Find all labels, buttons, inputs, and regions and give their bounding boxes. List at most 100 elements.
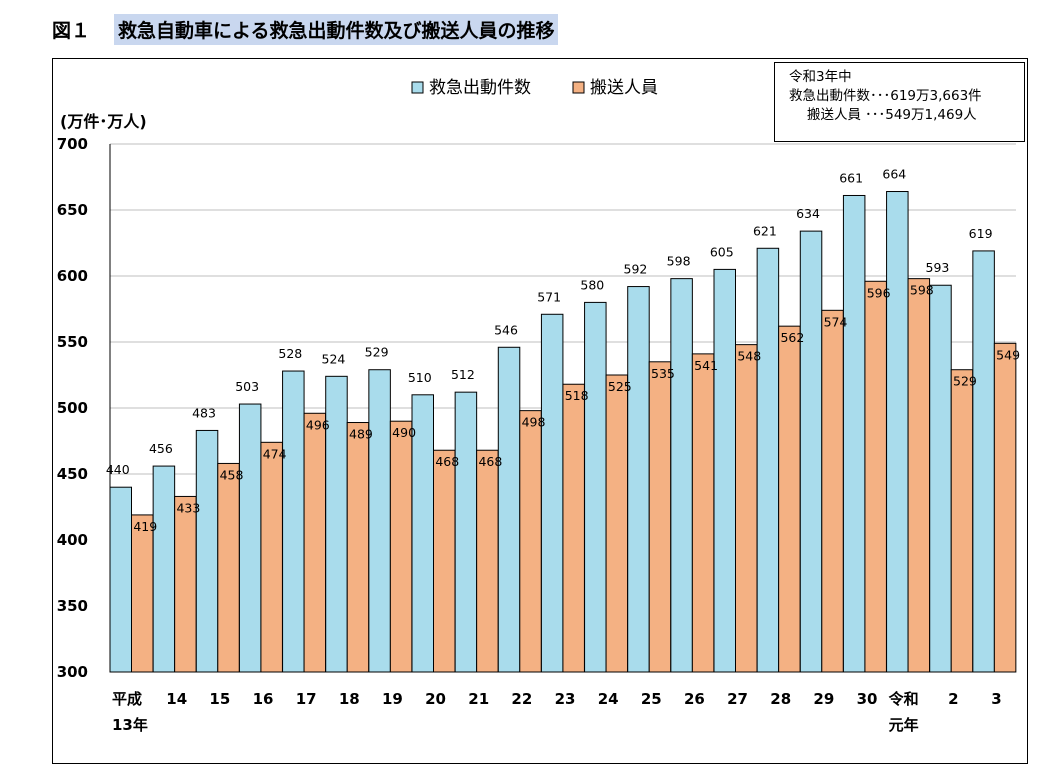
bar-transported bbox=[131, 514, 154, 673]
x-tick-label: 平成 bbox=[112, 690, 142, 708]
y-tick-label: 650 bbox=[57, 201, 88, 219]
bar-dispatches bbox=[972, 250, 995, 673]
y-tick-label: 450 bbox=[57, 465, 88, 483]
legend-label-transported: 搬送人員 bbox=[590, 78, 658, 98]
bars bbox=[109, 191, 1017, 673]
bar-dispatches bbox=[540, 313, 564, 673]
figure-title: 救急自動車による救急出動件数及び搬送人員の推移 bbox=[114, 13, 559, 45]
bar-transported bbox=[778, 325, 801, 673]
bar-transported bbox=[691, 353, 715, 673]
label-dispatches: 661 bbox=[839, 170, 863, 185]
bar-dispatches bbox=[152, 465, 176, 673]
summary-note: 令和3年中 救急出動件数･･･619万3,663件 搬送人員 ･･･549万1,4… bbox=[774, 62, 1025, 142]
x-tick-label: 3 bbox=[991, 690, 1001, 708]
x-tick-label: 令和 bbox=[889, 690, 919, 708]
note-row-2-value: ･･･549万1,469人 bbox=[865, 107, 977, 123]
note-row-2-label: 搬送人員 bbox=[807, 107, 861, 123]
bar-dispatches bbox=[238, 403, 262, 673]
bar-dispatches bbox=[109, 486, 132, 673]
legend-swatch-dispatches bbox=[411, 81, 424, 94]
bar-dispatches bbox=[842, 194, 866, 673]
bar-transported bbox=[907, 278, 931, 673]
legend: 救急出動件数 搬送人員 bbox=[411, 78, 658, 98]
label-dispatches: 571 bbox=[537, 289, 561, 304]
label-transported: 496 bbox=[306, 417, 330, 432]
bar-transported bbox=[950, 369, 974, 673]
label-transported: 419 bbox=[133, 519, 157, 534]
label-transported: 596 bbox=[867, 285, 891, 300]
y-tick-label: 700 bbox=[57, 135, 88, 153]
label-transported: 529 bbox=[953, 374, 977, 389]
bar-transported bbox=[648, 361, 672, 673]
x-tick-label: 15 bbox=[209, 690, 230, 708]
chart-frame bbox=[52, 58, 1028, 764]
label-transported: 535 bbox=[651, 366, 675, 381]
legend-swatch-transported bbox=[572, 81, 585, 94]
bar-dispatches bbox=[368, 369, 391, 673]
bar-dispatches bbox=[282, 370, 305, 673]
bar-dispatches bbox=[713, 268, 736, 673]
x-tick-label: 30 bbox=[857, 690, 878, 708]
label-dispatches: 580 bbox=[580, 277, 604, 292]
bar-transported bbox=[993, 342, 1017, 673]
label-transported: 574 bbox=[824, 314, 848, 329]
bar-transported bbox=[174, 495, 197, 673]
bar-transported bbox=[260, 441, 283, 673]
x-tick-label: 25 bbox=[641, 690, 662, 708]
label-transported: 549 bbox=[996, 347, 1020, 362]
x-tick-label: 16 bbox=[253, 690, 274, 708]
bar-dispatches bbox=[670, 278, 693, 673]
label-dispatches: 524 bbox=[322, 351, 346, 366]
bar-dispatches bbox=[756, 247, 780, 673]
label-transported: 548 bbox=[737, 349, 761, 364]
label-dispatches: 510 bbox=[408, 370, 432, 385]
label-transported: 490 bbox=[392, 425, 416, 440]
bar-transported bbox=[346, 422, 370, 673]
bar-dispatches bbox=[929, 284, 952, 673]
x-tick-label: 29 bbox=[813, 690, 834, 708]
label-dispatches: 529 bbox=[365, 345, 389, 360]
bar-transported bbox=[605, 374, 629, 673]
label-transported: 468 bbox=[478, 454, 502, 469]
bar-transported bbox=[735, 344, 758, 673]
x-tick-label: 22 bbox=[511, 690, 532, 708]
label-dispatches: 664 bbox=[882, 167, 906, 182]
bar-dispatches bbox=[627, 286, 650, 673]
label-dispatches: 621 bbox=[753, 223, 777, 238]
x-tick-label: 19 bbox=[382, 690, 403, 708]
label-transported: 598 bbox=[910, 283, 934, 298]
label-dispatches: 546 bbox=[494, 322, 518, 337]
figure-header: 図１ 救急自動車による救急出動件数及び搬送人員の推移 bbox=[52, 12, 559, 46]
bar-dispatches bbox=[584, 301, 607, 673]
note-row-1-value: ･･･619万3,663件 bbox=[870, 88, 982, 104]
y-axis-label: (万件･万人) bbox=[60, 112, 147, 131]
note-row-1-label: 救急出動件数 bbox=[789, 88, 870, 104]
note-row-2: 搬送人員 ･･･549万1,469人 bbox=[789, 106, 1024, 125]
x-tick-label: 27 bbox=[727, 690, 748, 708]
label-dispatches: 483 bbox=[192, 405, 216, 420]
x-tick-label-line2: 13年 bbox=[112, 716, 148, 734]
label-transported: 489 bbox=[349, 427, 373, 442]
bar-dispatches bbox=[497, 346, 521, 673]
x-tick-label: 21 bbox=[468, 690, 489, 708]
bar-transported bbox=[821, 309, 844, 673]
bar-transported bbox=[476, 449, 499, 673]
label-dispatches: 619 bbox=[969, 226, 993, 241]
label-dispatches: 605 bbox=[710, 244, 734, 259]
x-tick-label: 24 bbox=[598, 690, 619, 708]
label-transported: 458 bbox=[220, 467, 244, 482]
x-tick-label: 20 bbox=[425, 690, 446, 708]
bar-transported bbox=[562, 383, 585, 673]
bar-transported bbox=[864, 280, 887, 673]
note-line-1: 令和3年中 bbox=[789, 69, 852, 85]
label-dispatches: 440 bbox=[106, 462, 130, 477]
label-dispatches: 634 bbox=[796, 206, 820, 221]
x-tick-label: 26 bbox=[684, 690, 705, 708]
label-transported: 498 bbox=[522, 415, 546, 430]
x-tick-label: 14 bbox=[166, 690, 187, 708]
label-dispatches: 503 bbox=[235, 379, 259, 394]
bar-dispatches bbox=[886, 191, 909, 673]
label-dispatches: 512 bbox=[451, 367, 475, 382]
label-dispatches: 456 bbox=[149, 441, 173, 456]
